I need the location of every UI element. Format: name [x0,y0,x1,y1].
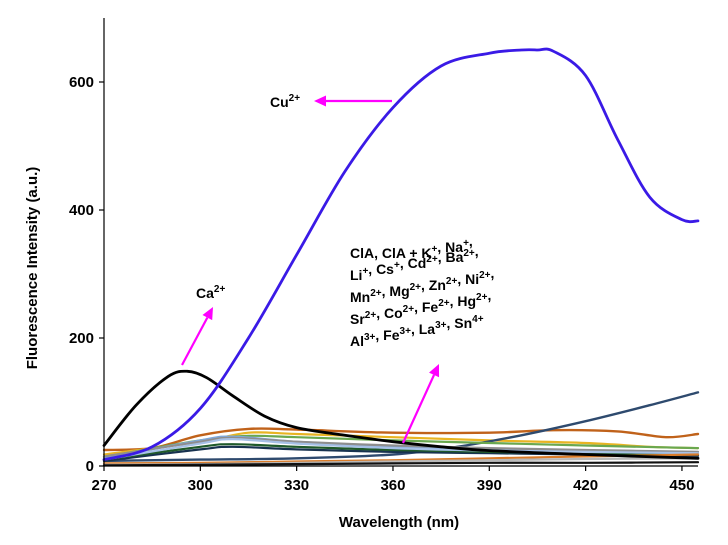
ion-list-line: Al3+, Fe3+, La3+, Sn4+ [350,314,484,349]
annotation-layer: Cu2+ Ca2+ ClA, ClA + K+, Na+,Li+, Cs+, Cd2… [181,93,494,444]
ca-arrow [181,307,213,366]
x-axis-title: Wavelength (nm) [339,514,459,531]
series-line-0 [102,47,700,461]
arrow-head [429,364,440,378]
ion-list-line: ClA, ClA + K+, Na+, [350,233,473,261]
x-tick-label: 360 [380,477,405,494]
x-tick-label: 450 [669,477,694,494]
arrow-shaft [401,374,436,444]
ion-list-line: Li+, Cs+, Cd2+, Ba2+, [350,243,479,283]
series-line-11 [102,453,700,465]
series-line-7 [102,436,700,458]
cu-arrow [314,95,392,107]
arrow-shaft [181,317,209,366]
y-tick-label: 200 [69,330,94,347]
arrow-head [314,95,326,107]
y-tick-label: 600 [69,74,94,91]
series-line-1 [102,369,700,460]
axis-layer: 270 300 330 360 390 420 450 0 200 400 600 [69,18,698,494]
x-tick-label: 390 [477,477,502,494]
x-tick-label: 420 [573,477,598,494]
arrow-head [202,307,213,321]
series-line-13 [102,461,700,467]
cu-label: Cu2+ [270,93,300,110]
ca-label: Ca2+ [196,284,225,301]
x-tick-label: 270 [91,477,116,494]
series-line-2 [102,427,700,452]
y-tick-label: 0 [86,458,94,475]
series-layer [102,47,700,467]
ion-list-line: Mn2+, Mg2+, Zn2+, Ni2+, [350,265,494,305]
y-axis-title: Fluorescence Intensity (a.u.) [24,167,41,370]
ion-list-line: Sr2+, Co2+, Fe2+, Hg2+, [350,287,491,327]
x-tick-label: 330 [284,477,309,494]
y-tick-label: 400 [69,202,94,219]
series-line-10 [102,438,700,461]
x-tick-label: 300 [188,477,213,494]
ion-arrow [401,364,440,444]
